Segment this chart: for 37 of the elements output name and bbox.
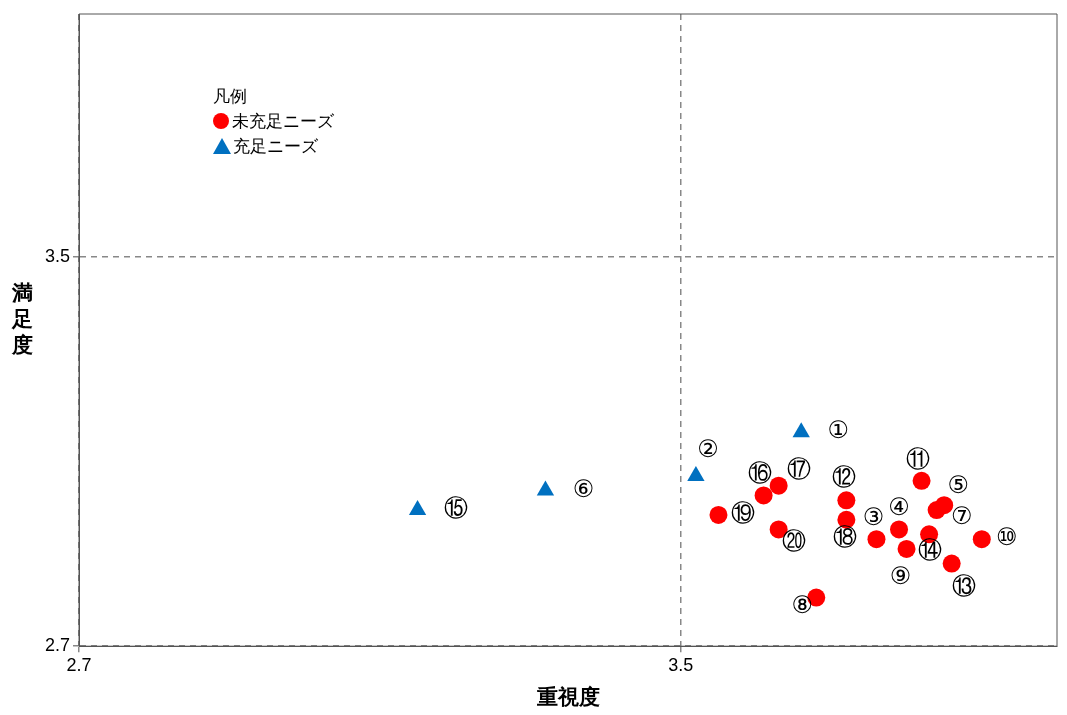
point [709, 505, 728, 524]
annotation: ⑱ [833, 522, 858, 551]
annotation: ⑯ [747, 458, 772, 487]
legend-label: 未充足ニーズ [231, 110, 334, 133]
annotation: ⑳ [781, 526, 806, 555]
annotation: ④ [888, 492, 910, 521]
annotation: ⑫ [832, 462, 857, 491]
point [867, 530, 886, 549]
annotation: ⑬ [951, 571, 976, 600]
annotation: ⑭ [918, 535, 943, 564]
y-axis-title: 満足度 [12, 280, 33, 358]
annotation: ⑧ [791, 590, 814, 619]
legend-title: 凡例 [213, 85, 248, 108]
annotation: ⑮ [443, 494, 468, 523]
point [837, 491, 856, 510]
annotation: ① [827, 416, 849, 445]
point [942, 554, 961, 573]
annotation: ⑪ [905, 445, 930, 474]
point [754, 486, 773, 505]
point [890, 520, 909, 539]
annotation: ⑲ [731, 499, 756, 528]
point [897, 539, 916, 558]
annotation: ⑨ [889, 562, 912, 591]
annotation: ② [697, 435, 719, 464]
annotation: ⑰ [786, 454, 811, 483]
annotation: ⑤ [947, 471, 969, 500]
legend-label: 充足ニーズ [232, 135, 319, 158]
annotation: ⑥ [572, 474, 595, 503]
point [927, 501, 946, 520]
point [408, 500, 427, 516]
annotation: ⑦ [950, 502, 973, 531]
annotation: ⑩ [996, 523, 1018, 552]
point [912, 471, 931, 490]
point [972, 530, 991, 549]
annotation: ③ [862, 503, 885, 532]
x-axis-title: 重視度 [535, 684, 600, 709]
point [792, 422, 810, 438]
